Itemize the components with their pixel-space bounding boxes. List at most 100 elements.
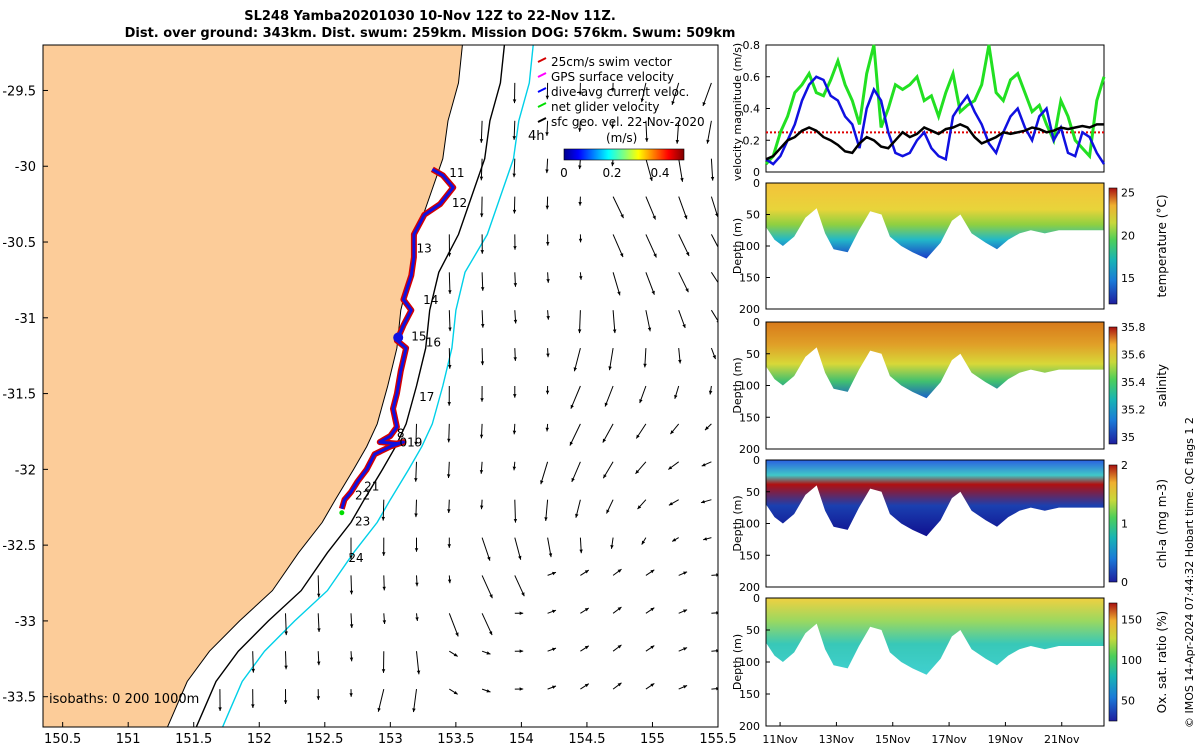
x-tick-label: 154 [509, 732, 534, 747]
geo-vector-head [317, 661, 321, 666]
geo-vector-head [486, 651, 491, 655]
geostrophic-speed-line [765, 123, 1104, 161]
geo-vector-head [545, 390, 550, 395]
geo-vector-head [651, 290, 655, 295]
geo-vector-head [603, 474, 607, 479]
section-colorbar-tick: 35.8 [1121, 321, 1146, 334]
section-colorbar [1108, 187, 1118, 305]
geo-vector-head [571, 477, 575, 482]
geo-vector-head [604, 402, 608, 407]
geo-vector-head [668, 502, 673, 506]
geo-vector [540, 461, 549, 485]
geo-vector [710, 158, 714, 181]
geo-vector-head [414, 478, 418, 482]
geo-vector-head [251, 704, 255, 708]
geo-vector-head [683, 571, 688, 575]
geo-vector-head [382, 586, 386, 591]
track-day-label: 11 [449, 166, 464, 180]
geo-vector [609, 348, 614, 371]
geo-vector [645, 158, 653, 182]
geo-vector-head [447, 579, 452, 584]
geo-vector-head [487, 556, 491, 561]
geo-vector-head [611, 162, 615, 167]
geo-vector [416, 651, 420, 675]
geo-vector-head [512, 209, 517, 214]
geo-vector-head [486, 689, 491, 693]
geo-vector-head [715, 213, 718, 217]
vel-y-label: velocity magnitude (m/s) [731, 43, 744, 181]
geo-vector-head [381, 669, 386, 673]
geo-vector-head [480, 398, 484, 402]
geo-vector-head [480, 287, 485, 291]
geo-vector-head [512, 430, 517, 435]
geo-vector-head [674, 394, 678, 399]
geo-vector [571, 461, 581, 483]
track-day-label: 12 [452, 196, 467, 210]
time-tick-label: 15Nov [875, 733, 911, 746]
geo-vector-head [519, 611, 524, 615]
geo-vector-head [447, 509, 451, 513]
x-tick-label: 151 [116, 732, 141, 747]
geo-vector-head [446, 474, 451, 478]
section-y-tick-label: 100 [739, 656, 760, 669]
land-area [43, 45, 463, 727]
section-y-tick-label: 200 [739, 720, 760, 733]
geo-vector [710, 309, 718, 322]
geo-vector-head [349, 555, 353, 560]
isobath-200m [195, 45, 506, 727]
track-day-label: 14 [423, 293, 438, 307]
track-day-label: 24 [348, 551, 363, 565]
x-tick-label: 152 [247, 732, 272, 747]
geo-vector-head [612, 329, 617, 334]
geo-vector-head [584, 608, 589, 612]
geo-vector [710, 272, 718, 284]
legend-label: net glider velocity [551, 100, 659, 114]
geo-vector-head [447, 402, 451, 406]
geo-vector [448, 613, 459, 637]
geo-vector-head [650, 569, 655, 574]
section-y-tick-label: 50 [746, 348, 760, 361]
time-tick-label: 21Nov [1044, 733, 1080, 746]
geo-vector-head [611, 88, 615, 92]
section-fill [766, 460, 1104, 537]
section-fill [766, 598, 1104, 675]
y-tick-label: -32 [15, 463, 36, 478]
geo-vector-head [480, 213, 484, 218]
section-y-tick-label: 150 [739, 272, 760, 285]
section-y-tick-label: 150 [739, 411, 760, 424]
geo-vector-head [647, 327, 652, 332]
geo-vector-head [645, 138, 649, 142]
legend-swatch [537, 72, 547, 78]
x-tick-label: 151.5 [175, 732, 212, 747]
vector-scale-label: 4h [528, 129, 545, 144]
geo-vector-head [513, 394, 517, 398]
geo-vector-head [706, 139, 710, 144]
geo-vector-head [546, 353, 550, 358]
legend-label: sfc geo. vel. 22-Nov-2020 [551, 115, 705, 129]
legend-label: 25cm/s swim vector [551, 55, 672, 69]
geo-vector-head [415, 582, 419, 587]
y-tick-label: -33.5 [2, 691, 36, 706]
geo-vector-head [545, 132, 549, 136]
track-day-label: 019 [400, 436, 423, 450]
geostrophic-vectors [218, 82, 718, 713]
geo-vector-head [702, 102, 706, 106]
vel-y-tick-label: 0.6 [743, 71, 761, 84]
geo-vector-head [678, 359, 682, 364]
geo-vector-head [685, 288, 689, 293]
geo-vector-head [479, 434, 484, 439]
geo-vector [317, 575, 320, 598]
geo-vector-head [513, 246, 517, 250]
legend-label: dive-avg current veloc. [551, 85, 689, 99]
geo-vector-head [620, 253, 624, 258]
geo-vector-head [683, 685, 688, 689]
geo-vector-head [620, 214, 624, 219]
geo-vector-head [701, 500, 705, 504]
geo-vector-head [579, 549, 583, 554]
geo-vector [569, 423, 581, 446]
geo-vector-head [683, 647, 688, 651]
geo-vector [612, 234, 624, 258]
section-y-label: Depth (m) [731, 495, 744, 551]
geo-vector-head [578, 165, 582, 170]
dive-avg-current-line [765, 75, 1106, 166]
